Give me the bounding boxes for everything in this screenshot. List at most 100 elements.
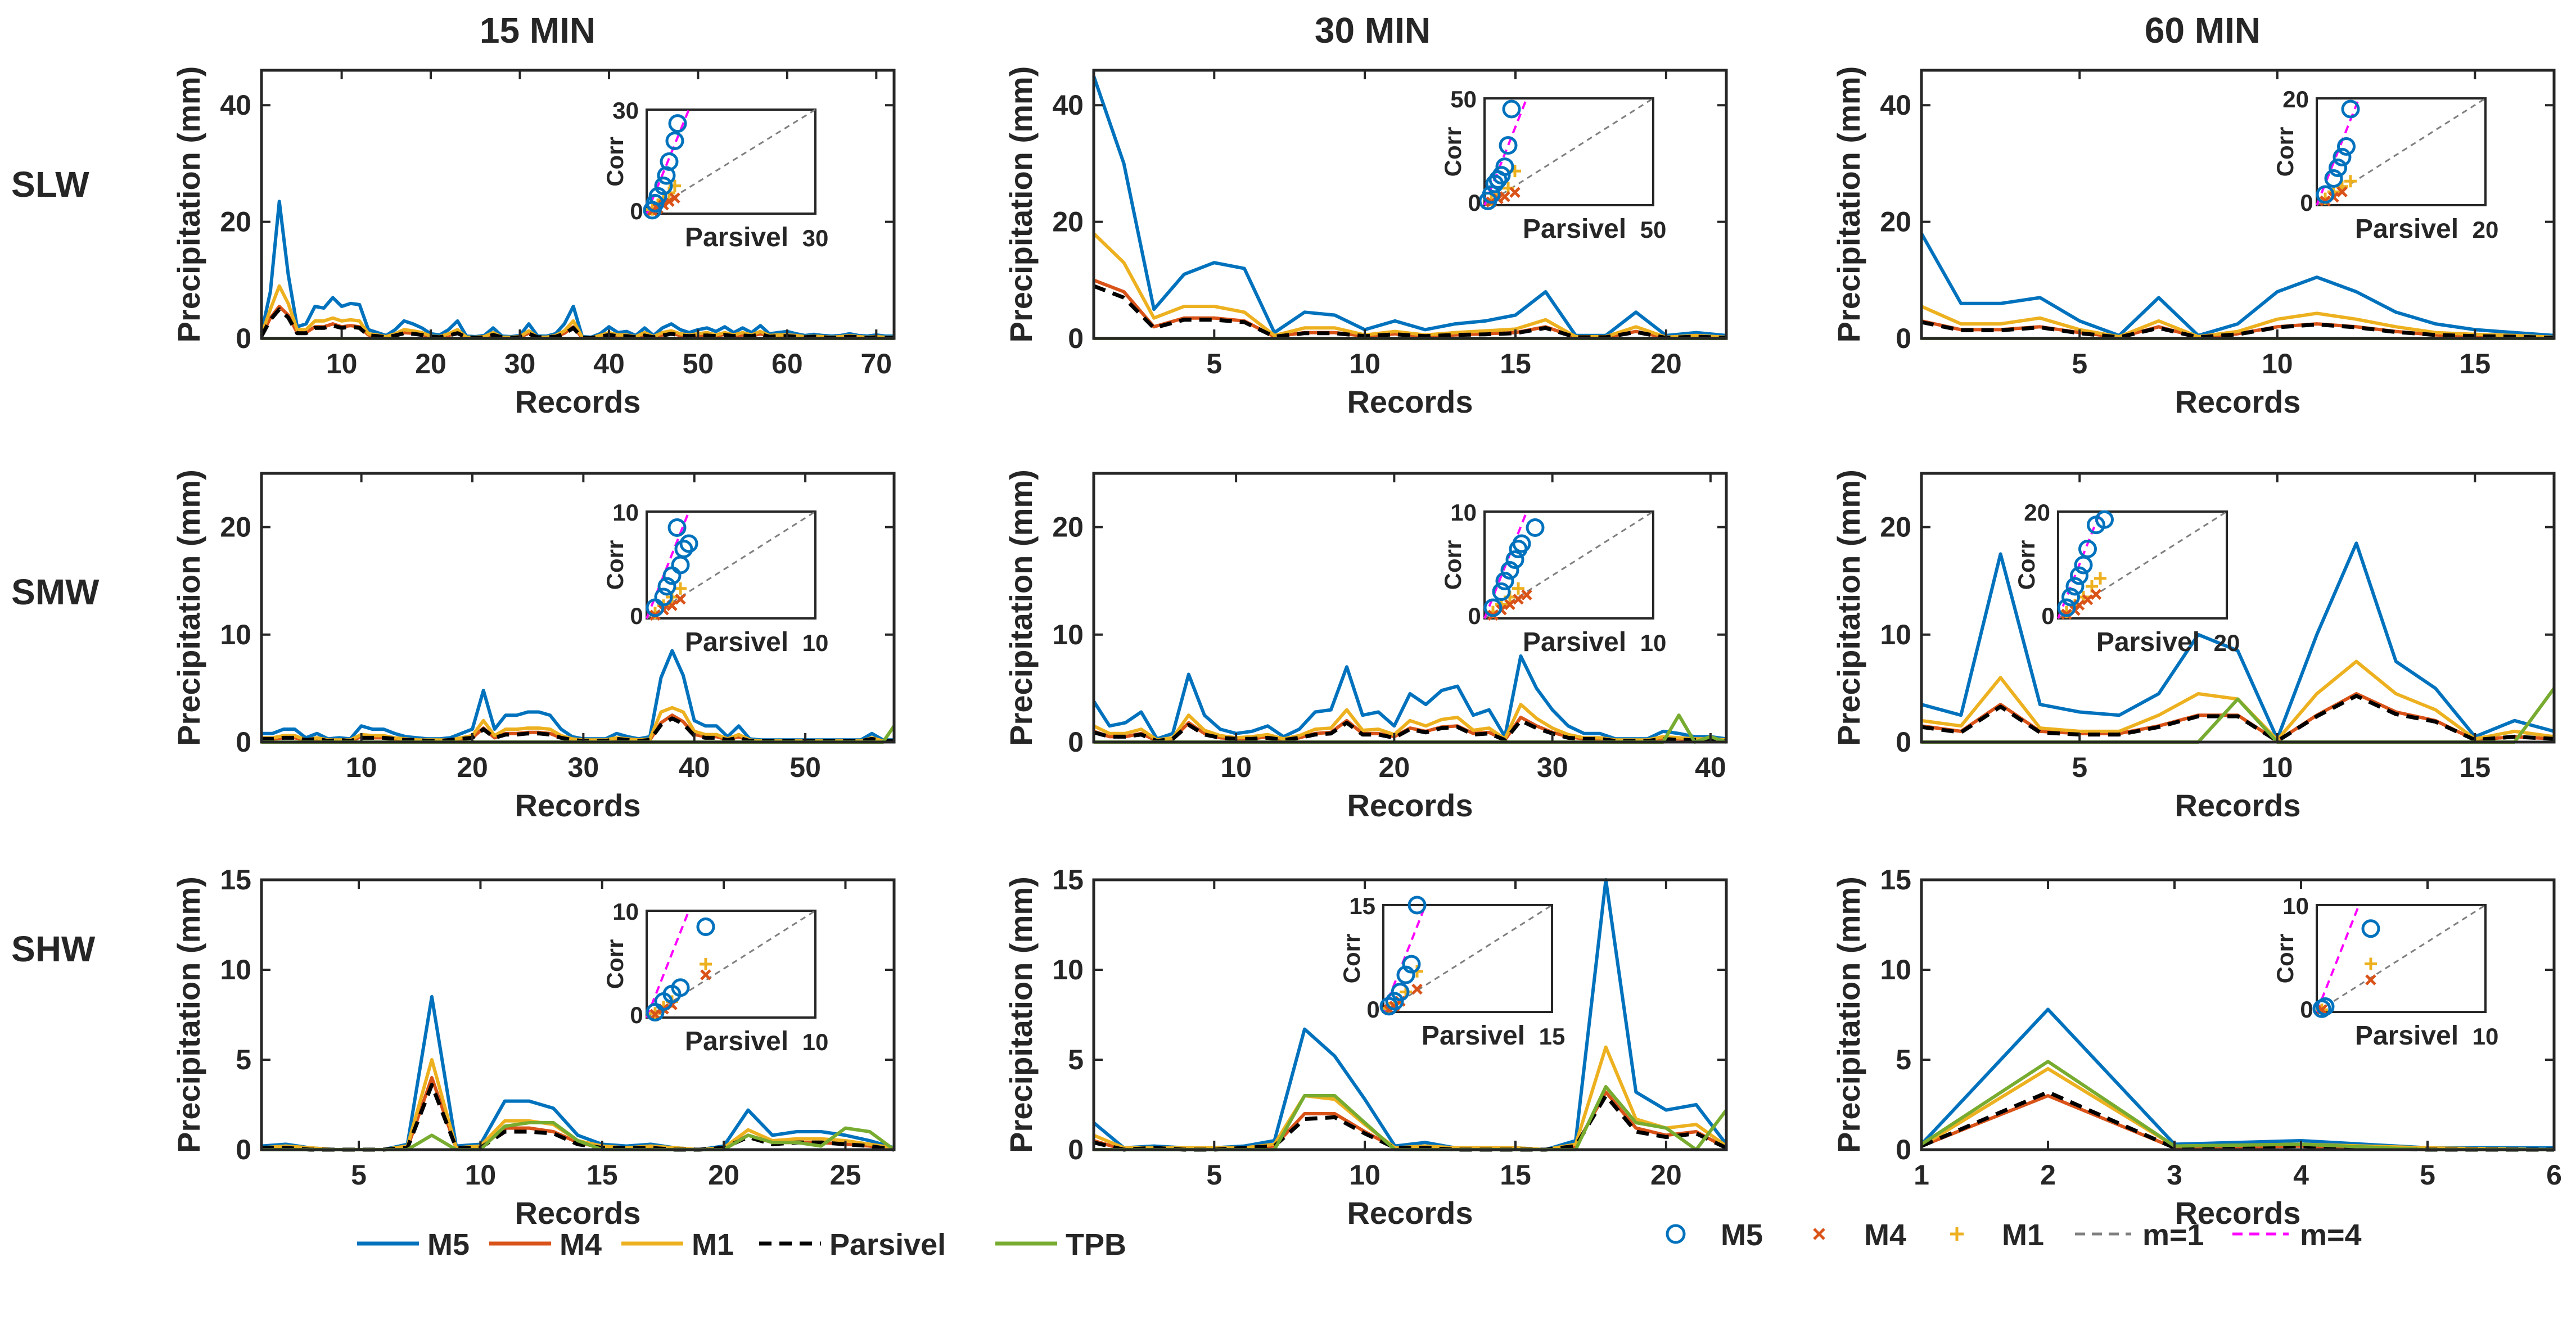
inset-y-tick-label: 15 <box>1349 893 1375 919</box>
x-axis-label: Records <box>515 1195 640 1231</box>
inset-point-m5 <box>679 534 698 553</box>
inset-x-label: Parsivel <box>1523 627 1626 657</box>
inset-x-label: Parsivel <box>2355 1021 2458 1051</box>
x-tick-label: 40 <box>1695 752 1726 783</box>
inset-point-m4 <box>2061 608 2072 620</box>
y-axis-label: Precipitation (mm) <box>1003 876 1039 1153</box>
x-tick-label: 30 <box>1537 752 1568 783</box>
inset-x-label: Parsivel <box>685 223 788 252</box>
inset-point-m1 <box>700 958 712 970</box>
inset-scatter: 0 10 10 Parsivel Corr <box>1440 499 1666 657</box>
inset-point-m4 <box>2082 594 2094 605</box>
inset-point-m1 <box>2365 957 2377 970</box>
inset-point-m4 <box>1504 599 1515 611</box>
axes-box <box>260 472 896 744</box>
inset-point-m4 <box>2090 589 2102 600</box>
y-tick-label: 0 <box>236 1134 251 1165</box>
inset-point-m5 <box>2324 169 2343 188</box>
inset-x-tick-label: 10 <box>802 630 829 656</box>
chart-panels: 10 20 30 40 50 60 7002040RecordsPrecipitation … <box>171 66 2562 1231</box>
inset-y-tick-label: 30 <box>612 97 639 124</box>
inset-x-tick-label: 0 <box>630 1002 643 1028</box>
panel-shw-60min: 1 2 3 4 5 6 0 5 10 15 Records Precipitation (mm) 0 10… <box>1831 864 2562 1231</box>
inset-point-m4 <box>2365 974 2376 986</box>
inset-y-label: Corr <box>1338 934 1365 984</box>
legend-label: M5 <box>427 1228 470 1262</box>
inset-scatter: 0 10 10 Parsivel Corr <box>602 898 828 1056</box>
x-tick-label: 10 <box>465 1159 497 1191</box>
inset-x-label: Parsivel <box>1523 214 1626 244</box>
inset-point-m5 <box>674 540 693 558</box>
legend-label: m=1 <box>2142 1218 2204 1252</box>
x-tick-label: 70 <box>860 348 892 379</box>
y-tick-label: 20 <box>220 512 251 543</box>
inset-scatter: 0 50 50 Parsivel Corr <box>1440 86 1666 244</box>
inset-scatter: 0 20 20 Parsivel Corr <box>2272 86 2498 244</box>
inset-point-m5 <box>1407 896 1427 915</box>
inset-y-label: Corr <box>2272 127 2298 177</box>
inset-y-tick-label: 10 <box>2282 893 2309 919</box>
inset-x-tick-label: 10 <box>1640 630 1667 656</box>
inset-x-tick-label: 10 <box>802 1029 829 1055</box>
inset-point-m4 <box>1499 191 1510 202</box>
x-tick-label: 10 <box>2262 752 2293 783</box>
inset-y-label: Corr <box>602 939 628 989</box>
inset-y-label: Corr <box>1440 127 1466 177</box>
x-axis-label: Records <box>2175 1195 2300 1231</box>
x-tick-label: 15 <box>2460 752 2491 783</box>
panel-shw-30min: 5 10 15 20 0 5 10 15 Records Precipitation (mm) 0 1… <box>1003 864 1728 1231</box>
inset-x-tick-label: 20 <box>2214 630 2240 656</box>
inset-x-label: Parsivel <box>1422 1021 1525 1051</box>
inset-point-m5 <box>1483 598 1503 617</box>
inset-point-m5 <box>1391 983 1410 1002</box>
panel-slw-30min: 5 10 15 20 0 20 40 Records Precipitation (mm) 0 50… <box>1003 66 1728 419</box>
column-titles: 15 MIN 30 MIN 60 MIN <box>480 10 2261 51</box>
inset-point-m5 <box>2337 137 2356 156</box>
inset-line-m1 <box>646 910 816 1019</box>
panel-slw-60min: 5 10 15 0 20 40 Records Precipitation (mm) 0 20 20… <box>1831 66 2556 419</box>
legend-item-tpb: TPB <box>995 1228 1126 1262</box>
inset-y-label: Corr <box>602 137 628 187</box>
y-tick-label: 0 <box>1068 323 1084 354</box>
y-tick-label: 0 <box>236 726 251 758</box>
y-axis-label: Precipitation (mm) <box>1831 66 1866 343</box>
series-line-parsivel <box>1093 284 1727 340</box>
inset-point-m5 <box>1492 166 1511 185</box>
inset-x-label: Parsivel <box>685 627 788 657</box>
x-tick-label: 5 <box>1206 1159 1222 1191</box>
series-line-parsivel <box>1921 320 2555 340</box>
x-axis-label: Records <box>2175 384 2300 419</box>
inset-x-tick-label: 0 <box>2300 189 2313 216</box>
inset-point-m4 <box>700 969 711 980</box>
inset-point-m5 <box>1396 965 1415 984</box>
y-tick-label: 20 <box>1052 512 1084 543</box>
x-tick-label: 5 <box>2420 1159 2435 1191</box>
inset-x-label: Parsivel <box>2355 214 2458 244</box>
inset-point-m5 <box>2316 185 2335 204</box>
legend-item-parsivel: Parsivel <box>759 1228 946 1262</box>
x-tick-label: 40 <box>679 752 710 783</box>
axes-box <box>1920 878 2556 1151</box>
row-labels: SLW SMW SHW <box>11 164 100 969</box>
y-tick-label: 15 <box>1880 864 1911 896</box>
inset-point-m4 <box>2336 186 2348 198</box>
x-tick-label: 20 <box>1650 1159 1682 1191</box>
inset-point-m5 <box>671 978 690 997</box>
x-tick-label: 15 <box>2460 348 2491 379</box>
x-axis-label: Records <box>1347 788 1473 823</box>
legend-marker <box>1666 1224 1686 1244</box>
legend-label: M5 <box>1721 1218 1763 1252</box>
inset-point-m5 <box>2078 540 2097 558</box>
inset-point-m4 <box>2320 195 2331 207</box>
inset-y-tick-label: 20 <box>2024 499 2050 526</box>
inset-point-m1 <box>2344 175 2357 188</box>
x-tick-label: 40 <box>593 348 625 379</box>
y-tick-label: 5 <box>1068 1044 1084 1075</box>
inset-y-tick-label: 10 <box>612 898 639 925</box>
inset-y-tick-label: 10 <box>612 499 639 526</box>
x-tick-label: 4 <box>2293 1159 2309 1191</box>
inset-point-m5 <box>1500 561 1519 580</box>
inset-line-m1 <box>2316 904 2486 1013</box>
legend-label: m=4 <box>2300 1218 2362 1252</box>
y-tick-label: 20 <box>1880 206 1911 238</box>
